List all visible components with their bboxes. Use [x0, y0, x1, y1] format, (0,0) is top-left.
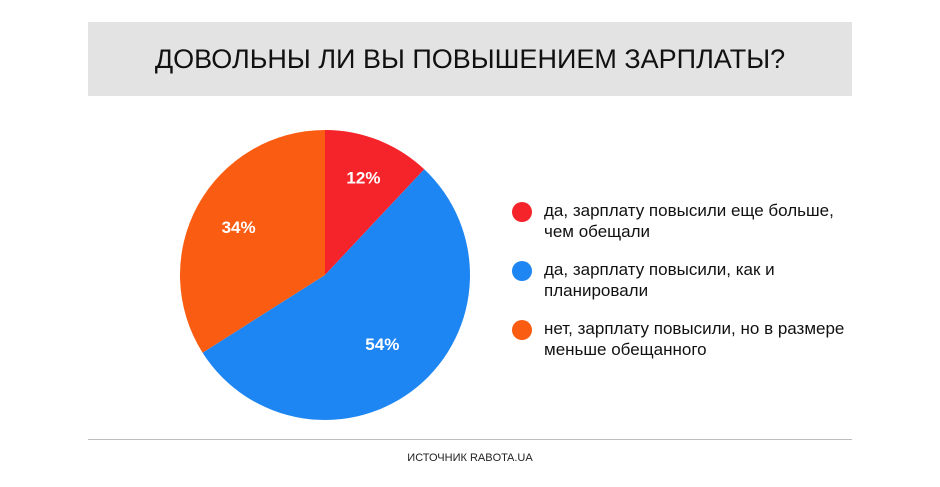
legend: да, зарплату повысили еще больше, чем об…: [512, 200, 852, 377]
source-note: ИСТОЧНИК RABOTA.UA: [407, 452, 533, 464]
legend-marker-2: [512, 261, 532, 281]
legend-marker-1: [512, 202, 532, 222]
legend-marker-3: [512, 320, 532, 340]
legend-item-3: нет, зарплату повысили, но в размере мен…: [512, 318, 852, 360]
pie-slice-3: [180, 130, 325, 353]
legend-label-2: да, зарплату повысили, как и планировали: [544, 260, 775, 300]
pie-chart-svg: 12% 54% 34%: [180, 130, 470, 420]
pie-slice-label-2: 54%: [365, 335, 399, 354]
pie-slice-label-3: 34%: [222, 218, 256, 237]
title-bar: ДОВОЛЬНЫ ЛИ ВЫ ПОВЫШЕНИЕМ ЗАРПЛАТЫ?: [88, 22, 852, 96]
legend-item-2: да, зарплату повысили, как и планировали: [512, 259, 852, 301]
legend-label-1: да, зарплату повысили еще больше, чем об…: [544, 201, 834, 241]
pie-slice-1: [325, 130, 425, 275]
chart-title: ДОВОЛЬНЫ ЛИ ВЫ ПОВЫШЕНИЕМ ЗАРПЛАТЫ?: [154, 43, 786, 74]
pie-chart: 12% 54% 34%: [170, 120, 480, 430]
pie-slice-2: [202, 169, 470, 420]
divider: [88, 439, 852, 440]
pie-slice-label-1: 12%: [346, 168, 380, 187]
legend-item-1: да, зарплату повысили еще больше, чем об…: [512, 200, 852, 242]
legend-label-3: нет, зарплату повысили, но в размере мен…: [544, 319, 845, 359]
